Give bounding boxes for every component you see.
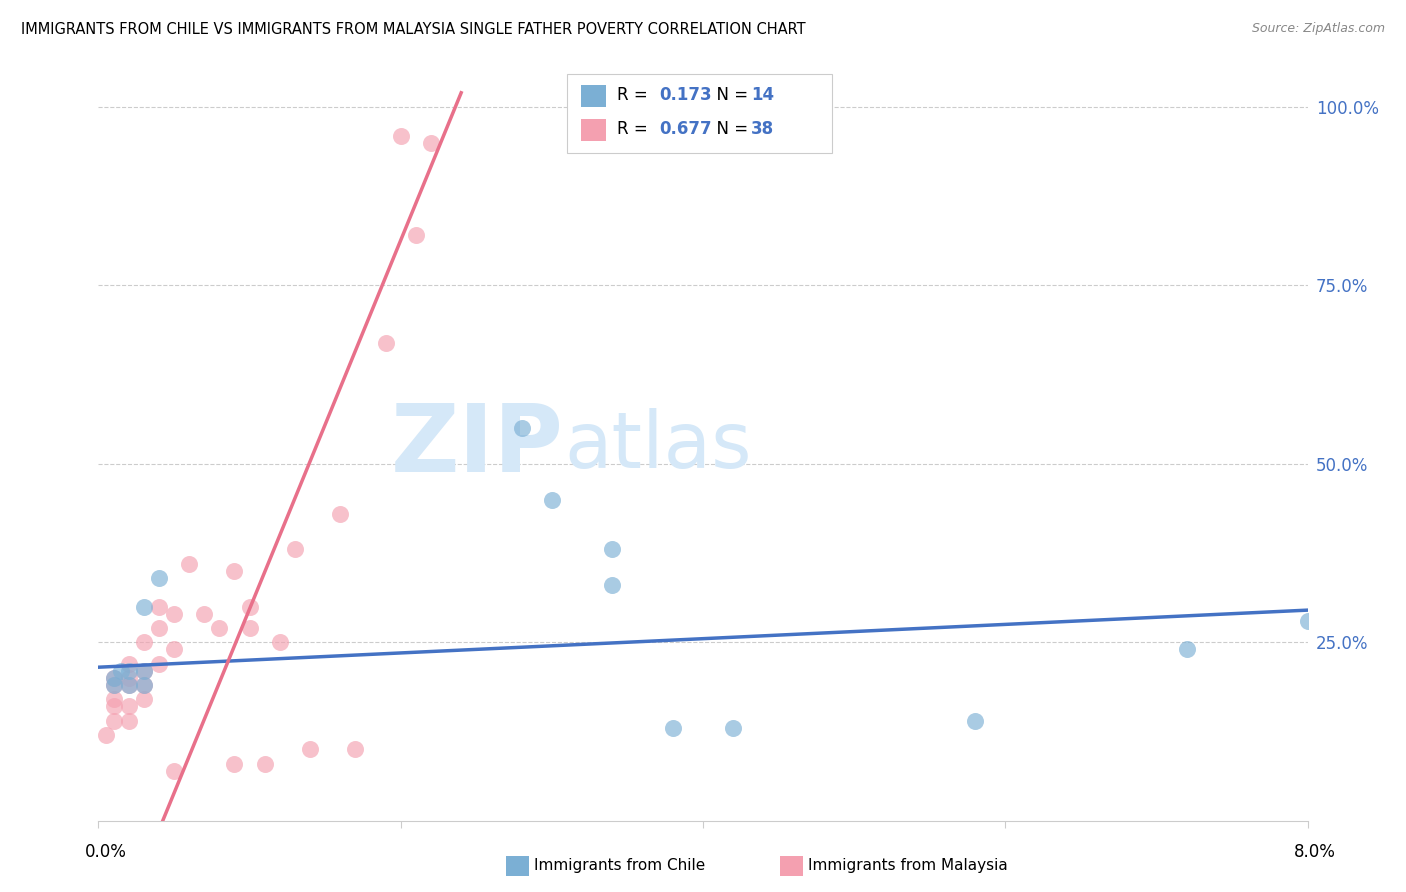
Point <box>103 678 125 692</box>
Text: Immigrants from Malaysia: Immigrants from Malaysia <box>808 858 1008 872</box>
Point <box>118 678 141 692</box>
Point <box>148 599 170 614</box>
Point <box>103 714 125 728</box>
Point <box>1175 642 1198 657</box>
Point <box>420 136 443 150</box>
Text: Immigrants from Chile: Immigrants from Chile <box>534 858 706 872</box>
Text: R =: R = <box>617 87 654 104</box>
Point <box>118 714 141 728</box>
Point <box>148 571 170 585</box>
Point <box>723 721 745 735</box>
Point <box>132 664 155 678</box>
Text: R =: R = <box>617 120 654 138</box>
Point <box>118 671 141 685</box>
Text: IMMIGRANTS FROM CHILE VS IMMIGRANTS FROM MALAYSIA SINGLE FATHER POVERTY CORRELAT: IMMIGRANTS FROM CHILE VS IMMIGRANTS FROM… <box>21 22 806 37</box>
Point <box>405 228 427 243</box>
Point <box>389 128 412 143</box>
Point <box>965 714 987 728</box>
Point <box>329 507 352 521</box>
Point <box>163 642 186 657</box>
Point <box>344 742 367 756</box>
Text: Source: ZipAtlas.com: Source: ZipAtlas.com <box>1251 22 1385 36</box>
Point <box>253 756 276 771</box>
Point <box>103 692 125 706</box>
Point <box>103 671 125 685</box>
Point <box>132 599 155 614</box>
Point <box>208 621 231 635</box>
Point <box>132 692 155 706</box>
Point <box>163 607 186 621</box>
Text: 0.0%: 0.0% <box>84 843 127 861</box>
Point <box>163 764 186 778</box>
Text: N =: N = <box>706 120 754 138</box>
Point <box>118 664 141 678</box>
Point <box>103 671 125 685</box>
Point <box>193 607 215 621</box>
Point <box>284 542 307 557</box>
Point <box>179 557 201 571</box>
Point <box>224 756 246 771</box>
Text: ZIP: ZIP <box>391 400 564 492</box>
Text: 0.173: 0.173 <box>659 87 711 104</box>
Point <box>118 657 141 671</box>
Point <box>239 621 262 635</box>
Point <box>94 728 117 742</box>
Text: 8.0%: 8.0% <box>1294 843 1336 861</box>
Point <box>110 664 132 678</box>
Point <box>118 678 141 692</box>
Point <box>602 542 624 557</box>
Point <box>239 599 262 614</box>
Text: 0.677: 0.677 <box>659 120 711 138</box>
Point <box>269 635 291 649</box>
Point <box>1296 614 1319 628</box>
Point <box>132 678 155 692</box>
Text: 38: 38 <box>751 120 773 138</box>
Text: 14: 14 <box>751 87 773 104</box>
Point <box>118 699 141 714</box>
Point <box>602 578 624 592</box>
Point <box>148 621 170 635</box>
Point <box>132 664 155 678</box>
Point <box>374 335 396 350</box>
Point <box>661 721 683 735</box>
Point <box>540 492 562 507</box>
Point <box>132 678 155 692</box>
Point <box>224 564 246 578</box>
Text: atlas: atlas <box>564 408 751 484</box>
Point <box>103 699 125 714</box>
Text: N =: N = <box>706 87 754 104</box>
Point <box>510 421 533 435</box>
Point <box>148 657 170 671</box>
Point <box>132 635 155 649</box>
Point <box>103 678 125 692</box>
Point <box>299 742 322 756</box>
